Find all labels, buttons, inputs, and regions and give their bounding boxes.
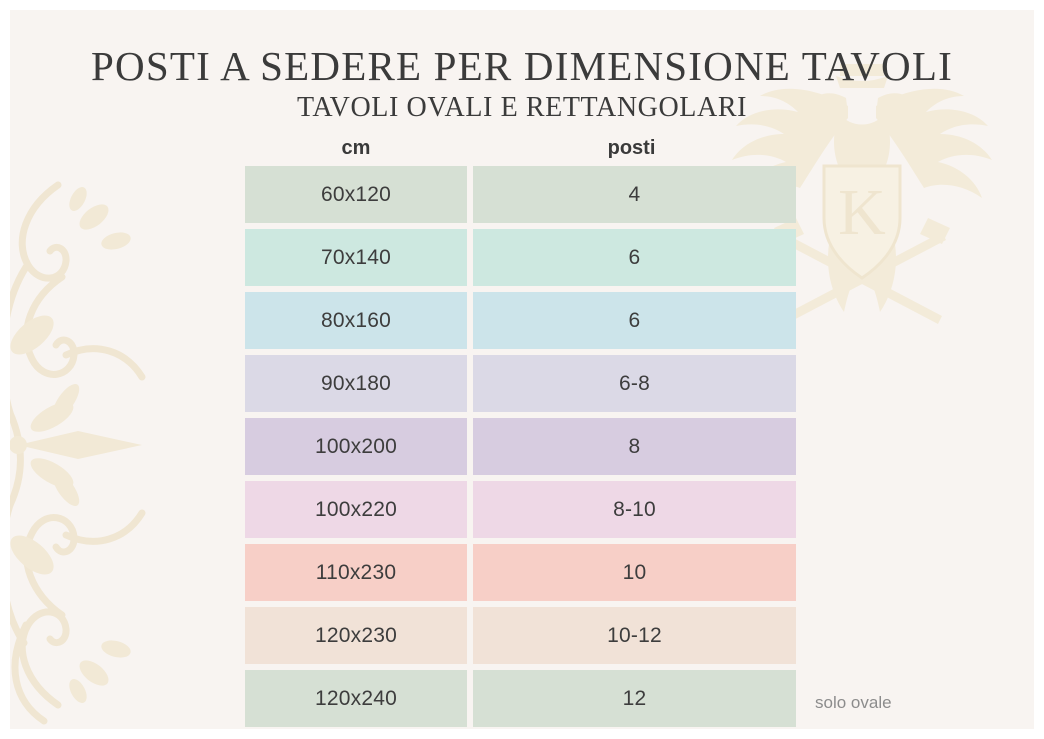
cell-size: 120x240 (245, 670, 467, 727)
crest-shield-letter: K (838, 176, 886, 249)
table-row: 60x120 4 (245, 166, 796, 223)
table-row: 80x160 6 (245, 292, 796, 349)
table-row: 90x180 6-8 (245, 355, 796, 412)
cell-size: 100x200 (245, 418, 467, 475)
table-body: 60x120 4 70x140 6 80x160 6 90x180 6-8 100x200 8 10… (245, 166, 796, 727)
cell-seats: 10 (473, 544, 796, 601)
cell-seats: 4 (473, 166, 796, 223)
cell-size: 100x220 (245, 481, 467, 538)
column-header-seats: posti (607, 136, 656, 159)
table-row: 110x230 10 (245, 544, 796, 601)
cell-size: 80x160 (245, 292, 467, 349)
note-solo-ovale: solo ovale (815, 693, 892, 712)
cell-size: 70x140 (245, 229, 467, 286)
page-title: POSTI A SEDERE PER DIMENSIONE TAVOLI (91, 43, 953, 89)
table-row: 100x220 8-10 (245, 481, 796, 538)
column-header-size: cm (341, 136, 371, 159)
seating-table: cm posti 60x120 4 70x140 6 80x160 6 90x180 6-8 1… (245, 130, 796, 729)
cell-seats: 12 (473, 670, 796, 727)
cell-size: 110x230 (245, 544, 467, 601)
table-row: 100x200 8 (245, 418, 796, 475)
cell-seats: 6 (473, 292, 796, 349)
cell-size: 90x180 (245, 355, 467, 412)
cell-seats: 8-10 (473, 481, 796, 538)
cell-seats: 6 (473, 229, 796, 286)
table-row: 120x230 10-12 (245, 607, 796, 664)
cell-seats: 10-12 (473, 607, 796, 664)
table-row: 70x140 6 (245, 229, 796, 286)
table-header-row: cm posti (245, 130, 796, 166)
page-subtitle: TAVOLI OVALI E RETTANGOLARI (296, 92, 748, 123)
poster-canvas: K POSTI A SEDERE PER DIMENSIONE TAVOLI T… (10, 10, 1034, 729)
floral-scroll-ornament (10, 145, 156, 729)
cell-size: 120x230 (245, 607, 467, 664)
cell-seats: 8 (473, 418, 796, 475)
cell-size: 60x120 (245, 166, 467, 223)
cell-seats: 6-8 (473, 355, 796, 412)
table-row: 120x240 12 (245, 670, 796, 727)
